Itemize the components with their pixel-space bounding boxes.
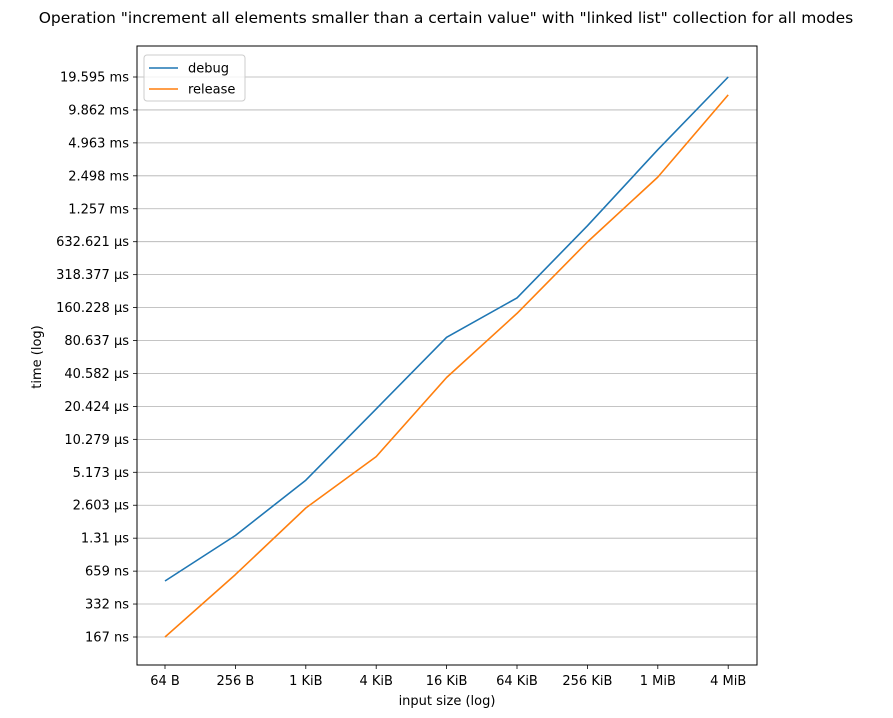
y-tick-label: 5.173 µs xyxy=(73,466,130,481)
x-tick-label: 4 MiB xyxy=(710,674,746,689)
x-tick-label: 1 MiB xyxy=(640,674,676,689)
y-tick-label: 167 ns xyxy=(85,631,129,646)
y-tick-label: 20.424 µs xyxy=(64,400,129,415)
y-tick-label: 40.582 µs xyxy=(64,367,129,382)
y-tick-label: 1.257 ms xyxy=(68,202,129,217)
y-tick-label: 332 ns xyxy=(85,598,129,613)
x-tick-label: 256 B xyxy=(216,674,254,689)
y-tick-label: 659 ns xyxy=(85,565,129,580)
y-tick-label: 632.621 µs xyxy=(56,235,129,250)
x-tick-label: 64 KiB xyxy=(496,674,538,689)
y-tick-label: 9.862 ms xyxy=(68,103,129,118)
y-tick-label: 160.228 µs xyxy=(56,301,129,316)
x-tick-label: 4 KiB xyxy=(359,674,392,689)
legend-label-debug: debug xyxy=(188,62,229,77)
y-tick-label: 80.637 µs xyxy=(64,334,129,349)
x-tick-label: 64 B xyxy=(150,674,180,689)
grid-lines xyxy=(137,76,757,638)
x-tick-label: 16 KiB xyxy=(426,674,468,689)
x-axis: 64 B 256 B 1 KiB 4 KiB 16 KiB 64 KiB 256 KiB 1 … xyxy=(150,665,746,689)
series-line-release xyxy=(164,94,729,638)
x-axis-label: input size (log) xyxy=(399,694,496,709)
series-line-debug xyxy=(164,76,729,582)
y-tick-label: 318.377 µs xyxy=(56,268,129,283)
y-axis: 167 ns 332 ns 659 ns 1.31 µs 2.603 µs 5.173 µ… xyxy=(56,71,137,646)
legend-label-release: release xyxy=(188,83,235,98)
x-tick-label: 1 KiB xyxy=(289,674,322,689)
y-tick-label: 19.595 ms xyxy=(60,71,129,86)
y-tick-label: 4.963 ms xyxy=(68,136,129,151)
series-layer xyxy=(164,76,729,638)
y-tick-label: 2.603 µs xyxy=(73,499,130,514)
legend: debug release xyxy=(143,54,246,102)
y-tick-label: 10.279 µs xyxy=(64,433,129,448)
y-tick-label: 2.498 ms xyxy=(68,169,129,184)
plot-area xyxy=(136,45,758,666)
y-tick-label: 1.31 µs xyxy=(81,532,129,547)
x-tick-label: 256 KiB xyxy=(562,674,612,689)
chart-title: Operation "increment all elements smalle… xyxy=(39,9,854,27)
y-axis-label: time (log) xyxy=(30,325,45,388)
